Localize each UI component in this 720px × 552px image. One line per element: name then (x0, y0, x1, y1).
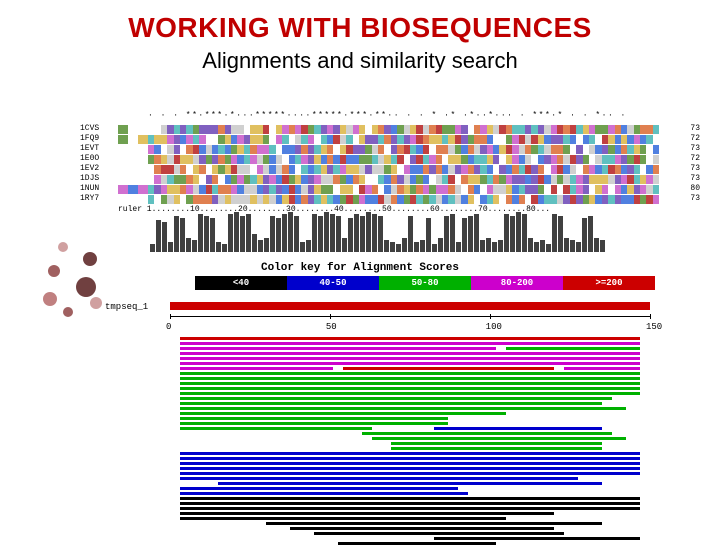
axis-line (170, 316, 650, 317)
blast-hits (170, 337, 650, 547)
hit-row (170, 462, 650, 465)
hit-row (170, 372, 650, 375)
hit-row (170, 432, 650, 435)
hit-row (170, 522, 650, 525)
msa-row: 1NUN80 (80, 184, 700, 194)
page-title: WORKING WITH BIOSEQUENCES (0, 12, 720, 44)
hit-row (170, 517, 650, 520)
hit-row (170, 412, 650, 415)
color-key-cell: 80-200 (471, 276, 563, 290)
hit-row (170, 407, 650, 410)
color-key-cell: <40 (195, 276, 287, 290)
hit-row (170, 357, 650, 360)
hit-row (170, 502, 650, 505)
hit-row (170, 397, 650, 400)
conservation-bars (150, 212, 690, 252)
hit-row (170, 477, 650, 480)
axis-tick-label: 0 (166, 322, 171, 332)
hit-row (170, 492, 650, 495)
hit-row (170, 382, 650, 385)
hit-row (170, 392, 650, 395)
hit-row (170, 427, 650, 430)
hit-row (170, 362, 650, 365)
msa-row: 1FQ972 (80, 134, 700, 144)
axis-tick-label: 50 (326, 322, 337, 332)
msa-row: 1DJS73 (80, 174, 700, 184)
hit-row (170, 342, 650, 345)
hit-row (170, 507, 650, 510)
hit-row (170, 377, 650, 380)
color-key-cell: 50-80 (379, 276, 471, 290)
hit-row (170, 347, 650, 350)
hit-row (170, 542, 650, 545)
hit-row (170, 352, 650, 355)
hit-row (170, 512, 650, 515)
msa-panel: · · · **·***·*···*****····*****·***·**··… (80, 112, 700, 214)
hit-row (170, 442, 650, 445)
hit-row (170, 452, 650, 455)
query-bar (170, 302, 650, 310)
hit-row (170, 482, 650, 485)
hit-row (170, 437, 650, 440)
msa-row: 1CVS73 (80, 124, 700, 134)
axis-tick-label: 100 (486, 322, 502, 332)
hit-row (170, 467, 650, 470)
color-key-cell: >=200 (563, 276, 655, 290)
hit-row (170, 487, 650, 490)
hit-row (170, 497, 650, 500)
hit-row (170, 402, 650, 405)
hit-row (170, 387, 650, 390)
hit-row (170, 447, 650, 450)
color-key-row: <4040-5050-8080-200>=200 (195, 276, 655, 290)
hit-row (170, 417, 650, 420)
hit-row (170, 457, 650, 460)
page-subtitle: Alignments and similarity search (0, 48, 720, 74)
network-icon (28, 237, 108, 327)
color-key-title: Color key for Alignment Scores (0, 262, 720, 274)
msa-consensus-row: · · · **·***·*···*****····*****·***·**··… (80, 112, 700, 124)
hit-row (170, 472, 650, 475)
msa-row: 1EVT73 (80, 144, 700, 154)
query-label: tmpseq_1 (105, 302, 148, 312)
hit-row (170, 527, 650, 530)
color-key-cell: 40-50 (287, 276, 379, 290)
msa-row: 1EV273 (80, 164, 700, 174)
axis-tick-label: 150 (646, 322, 662, 332)
hit-row (170, 367, 650, 370)
msa-row: 1RY773 (80, 194, 700, 204)
msa-row: 1E0O72 (80, 154, 700, 164)
hit-row (170, 422, 650, 425)
hit-row (170, 337, 650, 340)
hit-row (170, 532, 650, 535)
